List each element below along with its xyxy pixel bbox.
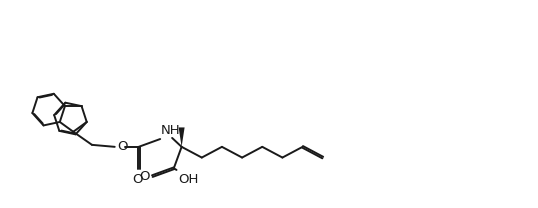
- Text: O: O: [140, 170, 150, 183]
- Polygon shape: [179, 128, 185, 147]
- Text: O: O: [117, 140, 128, 153]
- Text: O: O: [132, 173, 143, 186]
- Text: NH: NH: [161, 124, 181, 137]
- Text: OH: OH: [178, 173, 199, 186]
